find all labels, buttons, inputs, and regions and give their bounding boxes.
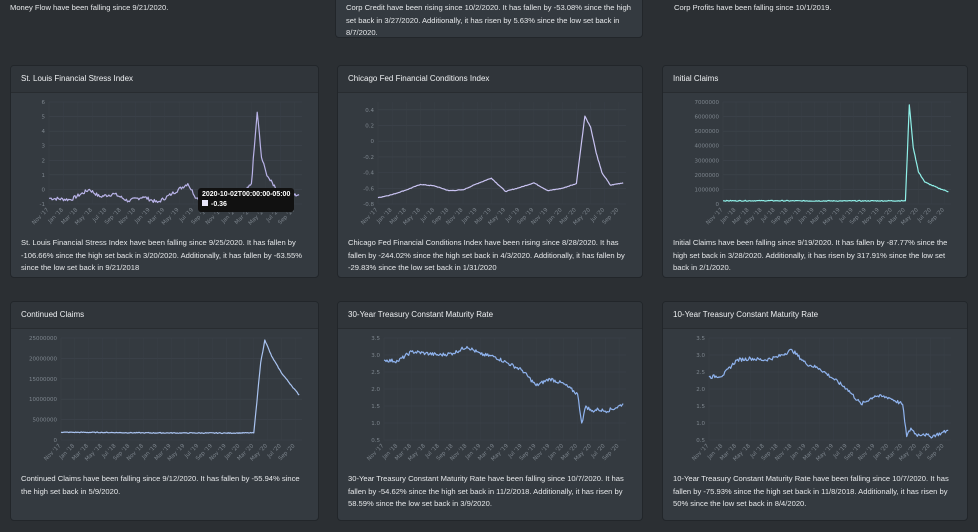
y-tick-label: 15000000 bbox=[29, 377, 57, 383]
y-tick-label: 1 bbox=[42, 173, 46, 179]
series-line bbox=[377, 115, 624, 199]
y-tick-label: 3000000 bbox=[695, 158, 720, 164]
y-tick-label: -1 bbox=[40, 202, 45, 208]
y-tick-label: 0 bbox=[716, 202, 720, 208]
y-tick-label: 2.5 bbox=[696, 370, 705, 376]
y-tick-label: 0 bbox=[54, 438, 58, 444]
card-title: 10-Year Treasury Constant Maturity Rate bbox=[663, 302, 967, 329]
y-tick-label: 1.0 bbox=[696, 421, 705, 427]
y-tick-label: 0 bbox=[371, 139, 375, 145]
y-tick-label: 1000000 bbox=[695, 187, 720, 193]
series-line bbox=[708, 348, 949, 439]
y-tick-label: 0.4 bbox=[365, 108, 374, 114]
card-description: 10-Year Treasury Constant Maturity Rate … bbox=[673, 474, 949, 508]
y-tick-label: 2 bbox=[42, 158, 46, 164]
treasury-10y-card: 10-Year Treasury Constant Maturity Rate … bbox=[662, 301, 968, 521]
tooltip-value: -0.36 bbox=[211, 201, 227, 208]
stress-index-card: St. Louis Financial Stress Index -1 0 1 2 3 4… bbox=[10, 65, 319, 278]
y-tick-label: 5000000 bbox=[695, 129, 720, 135]
card-description: Initial Claims have been falling since 9… bbox=[673, 238, 948, 272]
y-tick-label: 25000000 bbox=[29, 336, 57, 342]
y-tick-label: 6000000 bbox=[695, 115, 720, 121]
chicago-fed-card: Chicago Fed Financial Conditions Index -… bbox=[337, 65, 643, 278]
y-tick-label: 3.0 bbox=[696, 353, 705, 359]
y-tick-label: 1.5 bbox=[696, 404, 705, 410]
y-tick-label: 5000000 bbox=[33, 418, 58, 424]
y-tick-label: 2.0 bbox=[371, 387, 380, 393]
y-tick-label: 3.5 bbox=[696, 336, 705, 342]
corp-profits-text: Corp Profits have been falling since 10/… bbox=[674, 3, 832, 12]
treasury-30y-card: 30-Year Treasury Constant Maturity Rate … bbox=[337, 301, 643, 521]
y-tick-label: 4000000 bbox=[695, 144, 720, 150]
chart-tooltip: 2020-10-02T00:00:00-05:00 -0.36 bbox=[198, 188, 295, 212]
card-description: 30-Year Treasury Constant Maturity Rate … bbox=[348, 474, 624, 508]
y-tick-label: -0.8 bbox=[363, 202, 374, 208]
y-tick-label: 3.0 bbox=[371, 353, 380, 359]
y-tick-label: 0 bbox=[42, 187, 46, 193]
y-tick-label: 0.5 bbox=[696, 438, 705, 444]
y-tick-label: 3.5 bbox=[371, 336, 380, 342]
y-tick-label: 10000000 bbox=[29, 397, 57, 403]
card-title: Continued Claims bbox=[11, 302, 318, 329]
card-title: St. Louis Financial Stress Index bbox=[11, 66, 318, 93]
card-title: Initial Claims bbox=[663, 66, 967, 93]
y-tick-label: -0.2 bbox=[363, 155, 374, 161]
y-tick-label: 2000000 bbox=[695, 173, 720, 179]
card-title: 30-Year Treasury Constant Maturity Rate bbox=[338, 302, 642, 329]
y-tick-label: 2.0 bbox=[696, 387, 705, 393]
initial-claims-chart[interactable]: 0 1000000 2000000 3000000 4000000 5000000 6000… bbox=[663, 92, 968, 232]
x-tick-label: Nov '17 bbox=[43, 443, 62, 462]
card-description: Chicago Fed Financial Conditions Index h… bbox=[348, 238, 625, 272]
card-title: Chicago Fed Financial Conditions Index bbox=[338, 66, 642, 93]
y-tick-label: 1.5 bbox=[371, 404, 380, 410]
tooltip-swatch bbox=[202, 200, 208, 206]
x-tick-label: Nov '17 bbox=[31, 207, 50, 226]
y-tick-label: 4 bbox=[42, 129, 46, 135]
x-tick-label: Nov '17 bbox=[366, 443, 385, 462]
corp-credit-text: Corp Credit have been rising since 10/2/… bbox=[346, 3, 631, 37]
card-description: Continued Claims have been falling since… bbox=[21, 474, 300, 496]
series-line bbox=[48, 111, 300, 204]
corp-credit-card: Corp Credit have been rising since 10/2/… bbox=[335, 0, 643, 38]
y-tick-label: -0.6 bbox=[363, 186, 374, 192]
y-tick-label: 5 bbox=[42, 115, 46, 121]
y-tick-label: 20000000 bbox=[29, 356, 57, 362]
y-tick-label: 6 bbox=[42, 100, 46, 106]
continued-claims-card: Continued Claims 0 5000000 10000000 1500000… bbox=[10, 301, 319, 521]
y-tick-label: 0.2 bbox=[365, 124, 374, 130]
money-flow-text: Money Flow have been falling since 9/21/… bbox=[10, 3, 169, 12]
series-line bbox=[383, 345, 624, 424]
y-tick-label: 3 bbox=[42, 144, 46, 150]
continued-claims-chart[interactable]: 0 5000000 10000000 15000000 20000000 25000000… bbox=[11, 328, 319, 468]
x-tick-label: Nov '17 bbox=[360, 207, 379, 226]
series-line bbox=[60, 339, 300, 435]
x-tick-label: Nov '17 bbox=[691, 443, 710, 462]
y-tick-label: 2.5 bbox=[371, 370, 380, 376]
card-description: St. Louis Financial Stress Index have be… bbox=[21, 238, 303, 272]
series-line bbox=[723, 104, 949, 202]
y-tick-label: 1.0 bbox=[371, 421, 380, 427]
y-tick-label: -0.4 bbox=[363, 171, 374, 177]
initial-claims-card: Initial Claims 0 1000000 2000000 3000000 400… bbox=[662, 65, 968, 278]
y-tick-label: 7000000 bbox=[695, 100, 720, 106]
y-tick-label: 0.5 bbox=[371, 438, 380, 444]
tooltip-date: 2020-10-02T00:00:00-05:00 bbox=[202, 191, 291, 198]
